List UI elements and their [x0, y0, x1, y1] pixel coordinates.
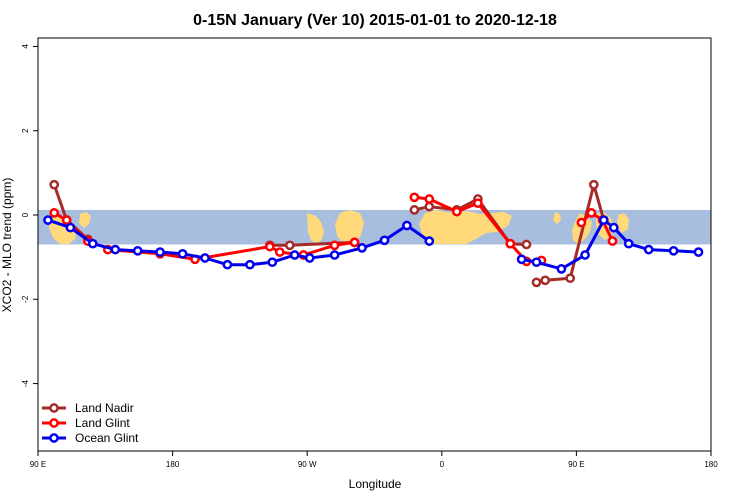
- data-point: [329, 250, 340, 260]
- data-point: [588, 179, 599, 190]
- data-point: [264, 241, 275, 252]
- data-point: [580, 250, 590, 260]
- land-shape: [617, 213, 629, 233]
- data-point: [424, 194, 435, 204]
- data-point: [556, 264, 567, 274]
- data-point: [598, 215, 609, 225]
- data-point: [43, 215, 53, 225]
- x-tick-label: 0: [440, 460, 445, 469]
- plot-area: [38, 179, 711, 288]
- series-line: [520, 218, 700, 271]
- y-axis: -4 -2 0 2 4: [21, 44, 38, 387]
- data-point: [379, 235, 390, 246]
- legend-marker: [49, 418, 59, 428]
- data-point: [402, 220, 412, 231]
- data-point: [155, 247, 165, 257]
- data-point: [349, 237, 360, 248]
- data-point: [473, 198, 483, 209]
- data-point: [451, 206, 462, 217]
- data-point: [222, 259, 233, 270]
- data-point: [49, 208, 60, 218]
- series-ocean-glint: [43, 215, 704, 274]
- data-point: [586, 208, 597, 218]
- data-point: [274, 247, 285, 257]
- legend-label: Land Glint: [75, 416, 130, 430]
- data-point: [177, 248, 188, 259]
- data-point: [284, 240, 295, 251]
- y-tick-label: 0: [21, 212, 30, 217]
- data-point: [576, 217, 587, 228]
- x-tick-label: 90 W: [298, 460, 317, 469]
- x-tick-label: 90 E: [30, 460, 46, 469]
- data-point: [200, 253, 210, 263]
- chart-title: 0-15N January (Ver 10) 2015-01-01 to 202…: [193, 12, 557, 29]
- legend-marker: [49, 403, 59, 413]
- y-tick-label: -4: [21, 379, 30, 387]
- x-tick-label: 90 E: [568, 460, 584, 469]
- legend-marker: [49, 433, 59, 443]
- y-axis-label: XCO2 - MLO trend (ppm): [0, 178, 14, 313]
- series-layer: [43, 179, 704, 288]
- y-tick-label: 2: [21, 128, 30, 133]
- data-point: [49, 179, 60, 190]
- land-shape: [79, 212, 91, 228]
- land-shape: [335, 210, 364, 244]
- data-point: [65, 222, 76, 233]
- series-line: [579, 211, 614, 243]
- data-point: [329, 240, 340, 251]
- data-point: [668, 245, 679, 256]
- data-point: [693, 247, 704, 257]
- data-point: [531, 257, 542, 268]
- data-point: [424, 236, 435, 246]
- data-point: [409, 192, 420, 203]
- data-point: [289, 250, 300, 260]
- x-tick-label: 180: [704, 460, 718, 469]
- x-tick-label: 180: [166, 460, 180, 469]
- x-axis: 90 E 180 90 W 0 90 E 180: [30, 451, 718, 469]
- data-point: [643, 244, 654, 255]
- data-point: [516, 254, 527, 265]
- y-tick-label: 4: [21, 44, 30, 49]
- data-point: [505, 238, 516, 249]
- data-point: [531, 277, 542, 288]
- data-point: [61, 215, 72, 225]
- data-point: [245, 259, 255, 270]
- data-point: [608, 222, 619, 233]
- plot-frame: [37, 37, 712, 452]
- data-point: [521, 239, 532, 250]
- legend-item: Land Glint: [42, 416, 130, 430]
- data-point: [409, 205, 420, 215]
- land-shape: [553, 212, 561, 224]
- land-shape: [307, 213, 324, 244]
- data-point: [110, 244, 121, 255]
- series-line: [106, 240, 357, 261]
- data-point: [623, 238, 634, 249]
- legend-item: Land Nadir: [42, 401, 134, 415]
- y-tick-label: -2: [21, 295, 30, 303]
- legend-label: Land Nadir: [75, 401, 134, 415]
- legend-label: Ocean Glint: [75, 431, 139, 445]
- data-point: [87, 238, 98, 249]
- data-point: [540, 275, 551, 286]
- data-point: [267, 257, 278, 268]
- data-point: [132, 245, 143, 256]
- data-point: [565, 273, 576, 284]
- data-point: [607, 236, 618, 246]
- data-point: [424, 201, 435, 212]
- data-point: [304, 253, 315, 263]
- data-point: [357, 243, 367, 253]
- x-axis-label: Longitude: [349, 477, 402, 491]
- legend-item: Ocean Glint: [42, 431, 139, 445]
